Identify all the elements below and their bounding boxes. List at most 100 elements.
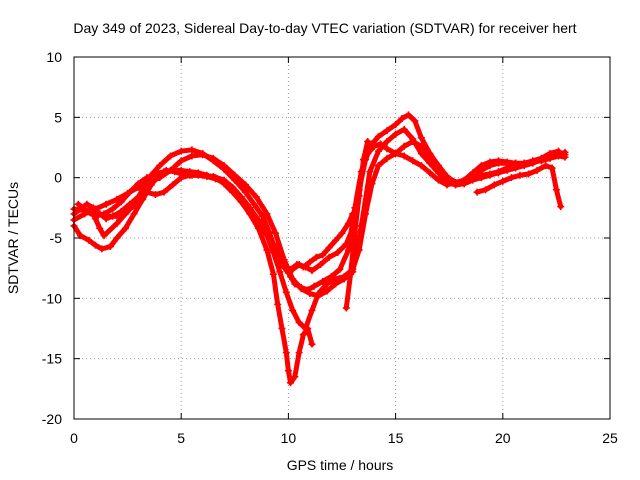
data-point <box>317 261 325 269</box>
data-point <box>310 282 318 290</box>
data-point <box>166 166 174 174</box>
chart-title: Day 349 of 2023, Sidereal Day-to-day VTE… <box>73 20 576 36</box>
data-point <box>319 277 327 285</box>
data-point <box>503 166 511 174</box>
data-point <box>507 174 515 182</box>
data-point <box>263 246 271 254</box>
data-point <box>156 174 164 182</box>
data-point <box>109 205 117 213</box>
data-point <box>304 325 312 332</box>
data-point <box>87 204 95 212</box>
data-point <box>106 242 114 250</box>
data-point <box>374 162 382 170</box>
data-point <box>299 331 307 339</box>
y-tick-label: 5 <box>54 109 62 125</box>
data-point <box>74 200 82 208</box>
data-point <box>359 156 367 164</box>
data-point <box>284 367 292 375</box>
data-point <box>398 115 406 123</box>
x-axis-label: GPS time / hours <box>287 457 394 473</box>
x-tick-label: 25 <box>602 430 618 446</box>
data-point <box>344 220 352 228</box>
data-point <box>177 147 185 155</box>
data-point <box>503 159 511 167</box>
data-point <box>319 251 327 259</box>
series-line <box>343 139 371 311</box>
series-line <box>71 112 568 276</box>
x-tick-label: 10 <box>281 430 297 446</box>
data-point <box>512 159 520 167</box>
x-tick-label: 15 <box>388 430 404 446</box>
data-point <box>259 212 267 220</box>
data-point <box>91 215 99 223</box>
data-point <box>323 287 331 295</box>
data-point <box>280 256 288 264</box>
data-point <box>220 162 228 170</box>
data-point <box>209 154 217 162</box>
series-line <box>88 196 146 239</box>
data-point <box>537 154 545 162</box>
data-point <box>383 127 391 135</box>
data-point <box>434 162 442 170</box>
data-point <box>276 268 284 276</box>
data-point <box>555 147 563 155</box>
data-point <box>355 192 363 200</box>
data-point <box>342 304 350 312</box>
data-point <box>287 379 295 387</box>
data-point <box>374 147 382 155</box>
data-point <box>186 168 194 176</box>
data-point <box>100 232 108 240</box>
data-point <box>282 349 290 357</box>
data-point <box>392 150 400 158</box>
data-point <box>100 210 108 218</box>
data-point <box>263 232 271 240</box>
data-point <box>477 174 485 182</box>
data-point <box>109 212 117 220</box>
data-point <box>525 170 533 178</box>
series-track-8 <box>473 162 565 211</box>
data-point <box>143 188 151 196</box>
x-tick-label: 0 <box>70 430 78 446</box>
data-point <box>134 193 142 201</box>
grid <box>74 57 610 419</box>
data-point <box>561 153 569 161</box>
data-point <box>242 181 250 189</box>
data-point <box>306 258 314 266</box>
data-point <box>392 130 400 138</box>
data-point <box>426 169 434 177</box>
data-point <box>314 292 322 300</box>
axis-ticks: 0 5 10 15 20 25 -20 -15 -10 -5 0 5 10 <box>42 49 618 446</box>
data-point <box>289 306 297 314</box>
data-point <box>83 200 91 208</box>
data-point <box>203 171 211 179</box>
data-point <box>552 186 560 194</box>
data-point <box>117 207 125 215</box>
data-point <box>400 142 408 150</box>
data-point <box>357 222 365 230</box>
data-point <box>404 111 412 119</box>
data-point <box>177 174 185 182</box>
data-point <box>342 240 350 248</box>
data-point <box>188 146 196 154</box>
data-point <box>486 171 494 179</box>
data-point <box>499 177 507 185</box>
data-point <box>229 188 237 196</box>
y-tick-label: -20 <box>42 411 62 427</box>
data-point <box>98 245 106 253</box>
data-point <box>374 133 382 141</box>
data-point <box>126 205 134 213</box>
data-point <box>332 280 340 288</box>
y-tick-label: 10 <box>46 49 62 65</box>
data-point <box>269 248 277 256</box>
data-point <box>548 164 556 172</box>
data-point <box>130 210 138 218</box>
data-point <box>340 275 348 283</box>
data-point <box>473 188 481 196</box>
data-point <box>434 169 442 177</box>
data-point <box>169 181 177 189</box>
data-point <box>102 200 110 208</box>
data-point <box>287 265 295 273</box>
data-point <box>124 189 132 197</box>
data-point <box>477 166 485 174</box>
